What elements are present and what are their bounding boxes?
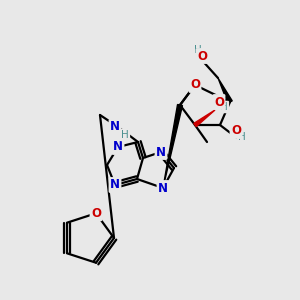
Text: H: H	[220, 102, 228, 112]
Polygon shape	[163, 104, 182, 188]
Text: O: O	[91, 207, 101, 220]
Text: O: O	[231, 124, 241, 137]
Text: N: N	[156, 146, 166, 158]
Text: O: O	[214, 95, 224, 109]
Text: N: N	[110, 121, 120, 134]
Text: N: N	[110, 178, 120, 191]
Text: N: N	[158, 182, 168, 194]
Polygon shape	[194, 110, 215, 127]
Text: H: H	[121, 130, 129, 140]
Text: H: H	[194, 45, 202, 55]
Polygon shape	[218, 78, 232, 103]
Text: O: O	[190, 79, 200, 92]
Text: N: N	[113, 140, 123, 154]
Text: O: O	[197, 50, 207, 62]
Text: H: H	[238, 132, 246, 142]
